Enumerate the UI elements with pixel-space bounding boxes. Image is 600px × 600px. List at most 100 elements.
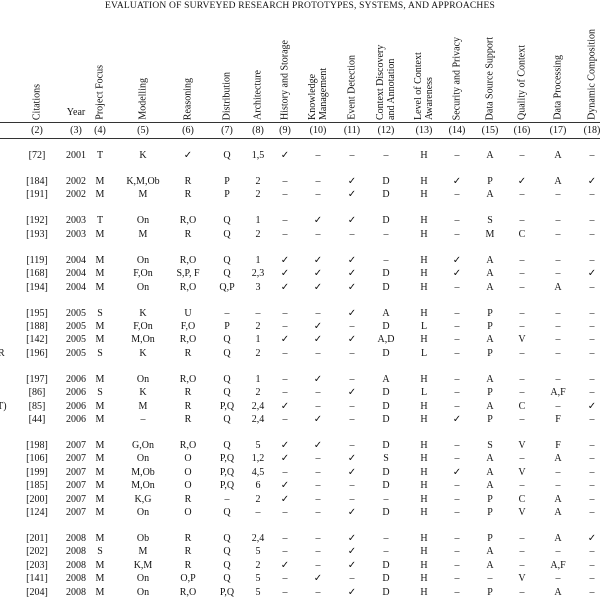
table-cell: ✓	[587, 533, 597, 544]
table-cell: –	[315, 176, 321, 187]
table-cell: 5	[255, 573, 261, 585]
table-cell: ✓	[313, 573, 323, 585]
table-cell: R	[184, 533, 192, 544]
table-cell: ✓	[183, 150, 193, 161]
table-cell: 2008	[66, 586, 86, 598]
table-cell: D	[382, 507, 390, 518]
table-cell: P	[224, 321, 230, 332]
table-cell: 2,4	[251, 400, 265, 412]
table-cell: –	[282, 387, 288, 399]
column-number: (7)	[221, 125, 233, 136]
table-cell: P,Q	[219, 453, 235, 465]
table-cell: –	[454, 347, 460, 359]
table-cell: 2007	[66, 493, 86, 505]
table-cell: ✓	[280, 400, 290, 412]
table-cell: D	[382, 559, 390, 571]
table-cell: K,M,Ob	[126, 176, 160, 187]
table-cell: –	[589, 189, 595, 201]
table-cell: R,O	[179, 373, 197, 385]
table-cell: ✓	[313, 215, 323, 227]
column-number: (12)	[377, 125, 395, 136]
table-cell: ✓	[313, 373, 323, 385]
table-cell: 5	[255, 546, 261, 558]
table-cell: 2006	[66, 373, 86, 385]
table-cell: [198]	[26, 440, 48, 451]
table-cell: D	[382, 400, 390, 412]
column-header: Citations	[31, 83, 43, 120]
table-cell: 2	[255, 321, 261, 332]
table-cell: S	[383, 453, 389, 465]
table-cell: –	[454, 533, 460, 544]
table-cell: ✓	[587, 176, 597, 187]
table-cell: [195]	[26, 307, 48, 319]
table-cell: P,Q	[219, 586, 235, 598]
table-cell: [72]	[28, 150, 46, 161]
table-cell: –	[454, 480, 460, 492]
table-cell: ✓	[347, 281, 357, 293]
table-cell: –	[589, 281, 595, 293]
table-cell: ✓	[347, 215, 357, 227]
table-cell: –	[555, 480, 561, 492]
table-cell: –	[519, 480, 525, 492]
table-cell: ✓	[347, 559, 357, 571]
table-cell: R	[184, 228, 192, 240]
table-cell: C	[518, 400, 526, 412]
table-cell: F,On	[133, 321, 153, 332]
table-cell: On	[136, 507, 150, 518]
table-cell: ✓	[313, 440, 323, 451]
table-cell: P	[487, 507, 493, 518]
table-cell: –	[454, 189, 460, 201]
table-cell: M	[485, 228, 495, 240]
table-cell: –	[454, 546, 460, 558]
table-cell: 2006	[66, 387, 86, 399]
table-cell: A	[554, 493, 562, 505]
column-number: (16)	[513, 125, 531, 136]
table-cell: A	[382, 373, 390, 385]
table-cell: –	[315, 493, 321, 505]
table-cell: V	[518, 466, 526, 478]
table-cell: R,O	[179, 281, 197, 293]
table-cell: A,D	[377, 334, 395, 346]
table-cell: 2007	[66, 480, 86, 492]
table-cell: ✓	[280, 281, 290, 293]
table-cell: Q	[223, 533, 231, 544]
table-cell: 1	[255, 334, 261, 346]
table-cell: 2	[255, 347, 261, 359]
table-cell: D	[382, 480, 390, 492]
table-cell: [184]	[26, 176, 48, 187]
table-cell: 2008	[66, 546, 86, 558]
table-cell: –	[519, 189, 525, 201]
column-number: (18)	[583, 125, 600, 136]
table-cell: –	[519, 215, 525, 227]
table-cell: M	[95, 559, 105, 571]
column-header: Data Processing	[552, 55, 564, 120]
table-cell: 3	[255, 281, 261, 293]
table-cell: K,G	[134, 493, 152, 505]
table-cell: –	[519, 307, 525, 319]
table-cell: ✓	[280, 440, 290, 451]
table-cell: F,On	[133, 268, 153, 280]
table-cell: –	[519, 150, 525, 161]
column-header: Architecture	[252, 70, 264, 120]
table-cell: ✓	[452, 466, 462, 478]
table-cell: –	[282, 347, 288, 359]
table-cell: ✓	[313, 321, 323, 332]
table-cell: –	[140, 414, 146, 425]
table-cell: –	[383, 493, 389, 505]
table-cell: K	[139, 307, 147, 319]
table-cell: 4,5	[251, 466, 265, 478]
table-cell: –	[315, 400, 321, 412]
table-cell: ✓	[452, 268, 462, 280]
table-cell: –	[454, 440, 460, 451]
table-cell: H	[420, 440, 428, 451]
table-cell: 1	[255, 254, 261, 266]
table-cell: –	[519, 254, 525, 266]
table-cell: H	[420, 189, 428, 201]
table-cell: ✓	[452, 254, 462, 266]
table-cell: 1,2	[251, 453, 265, 465]
table-cell: M	[138, 400, 148, 412]
table-cell: M	[95, 176, 105, 187]
table-cell: –	[315, 347, 321, 359]
column-header: Event Detection	[346, 55, 358, 120]
table-cell: –	[555, 254, 561, 266]
